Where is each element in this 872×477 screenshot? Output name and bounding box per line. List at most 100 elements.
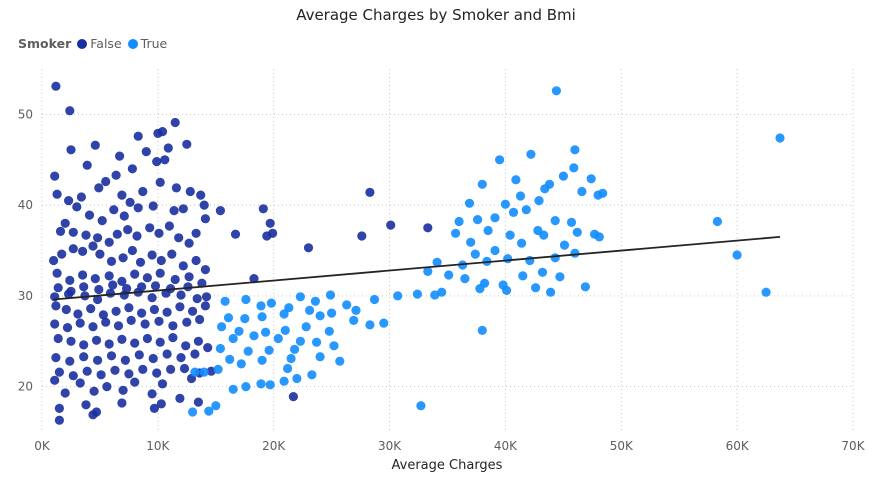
data-point-false[interactable]: [191, 228, 201, 238]
data-point-true[interactable]: [550, 253, 560, 263]
data-point-false[interactable]: [268, 228, 278, 238]
data-point-false[interactable]: [125, 197, 135, 207]
data-point-false[interactable]: [101, 317, 111, 327]
data-point-false[interactable]: [249, 274, 259, 284]
data-point-false[interactable]: [265, 218, 275, 228]
data-point-false[interactable]: [184, 238, 194, 248]
data-point-true[interactable]: [517, 238, 527, 248]
data-point-false[interactable]: [81, 400, 91, 410]
data-point-false[interactable]: [94, 284, 104, 295]
data-point-false[interactable]: [193, 336, 203, 346]
data-point-false[interactable]: [147, 250, 157, 260]
data-point-true[interactable]: [550, 216, 560, 226]
data-point-true[interactable]: [220, 296, 230, 306]
data-point-false[interactable]: [65, 356, 75, 366]
data-point-true[interactable]: [327, 308, 337, 318]
data-point-true[interactable]: [284, 303, 294, 313]
data-point-false[interactable]: [183, 282, 193, 292]
data-point-true[interactable]: [775, 133, 785, 143]
data-point-false[interactable]: [157, 379, 168, 389]
data-point-true[interactable]: [537, 267, 548, 277]
data-point-false[interactable]: [365, 187, 375, 197]
data-point-true[interactable]: [470, 249, 480, 259]
data-point-false[interactable]: [182, 317, 192, 327]
data-point-false[interactable]: [215, 206, 225, 216]
data-point-true[interactable]: [312, 337, 322, 347]
data-point-true[interactable]: [228, 333, 238, 344]
data-point-true[interactable]: [286, 353, 296, 364]
data-point-false[interactable]: [93, 294, 103, 305]
data-point-false[interactable]: [145, 223, 155, 233]
data-point-true[interactable]: [572, 227, 582, 237]
data-point-false[interactable]: [192, 294, 202, 304]
data-point-true[interactable]: [315, 311, 325, 321]
data-point-false[interactable]: [201, 292, 212, 302]
data-point-false[interactable]: [137, 282, 147, 292]
data-point-false[interactable]: [357, 231, 367, 241]
data-point-true[interactable]: [324, 326, 334, 336]
data-point-true[interactable]: [515, 191, 526, 201]
data-point-false[interactable]: [55, 226, 66, 236]
data-point-true[interactable]: [593, 190, 603, 200]
data-point-false[interactable]: [65, 275, 75, 285]
data-point-false[interactable]: [53, 333, 63, 344]
data-point-false[interactable]: [54, 367, 64, 377]
data-point-true[interactable]: [188, 407, 198, 417]
data-point-false[interactable]: [155, 177, 165, 187]
data-point-false[interactable]: [168, 321, 178, 331]
data-point-true[interactable]: [305, 305, 315, 315]
data-point-false[interactable]: [120, 355, 130, 365]
data-point-false[interactable]: [97, 216, 107, 226]
data-point-true[interactable]: [295, 292, 305, 302]
data-point-true[interactable]: [325, 290, 336, 300]
data-point-true[interactable]: [508, 207, 519, 217]
data-point-false[interactable]: [133, 203, 143, 213]
data-point-false[interactable]: [152, 157, 162, 167]
legend-item-false[interactable]: False: [77, 36, 122, 51]
data-point-false[interactable]: [119, 211, 129, 221]
data-point-true[interactable]: [518, 271, 528, 281]
data-point-true[interactable]: [454, 216, 464, 227]
data-point-false[interactable]: [206, 366, 216, 376]
data-point-false[interactable]: [152, 368, 162, 378]
data-point-true[interactable]: [464, 198, 475, 208]
data-point-false[interactable]: [94, 183, 104, 193]
data-point-true[interactable]: [477, 325, 487, 335]
data-point-true[interactable]: [546, 287, 556, 297]
data-point-false[interactable]: [64, 196, 74, 206]
data-point-true[interactable]: [211, 401, 221, 411]
data-point-false[interactable]: [104, 237, 114, 247]
data-point-false[interactable]: [49, 255, 59, 266]
data-point-false[interactable]: [147, 293, 157, 303]
data-point-false[interactable]: [66, 145, 76, 155]
data-point-false[interactable]: [90, 140, 100, 150]
data-point-false[interactable]: [117, 398, 127, 408]
data-point-false[interactable]: [197, 278, 207, 288]
data-point-false[interactable]: [288, 392, 298, 402]
data-point-false[interactable]: [68, 227, 78, 237]
data-point-false[interactable]: [170, 274, 180, 285]
data-point-true[interactable]: [266, 298, 276, 308]
data-point-false[interactable]: [130, 377, 140, 387]
data-point-false[interactable]: [203, 343, 213, 353]
data-point-true[interactable]: [279, 309, 289, 319]
data-point-false[interactable]: [93, 233, 103, 243]
data-point-false[interactable]: [182, 139, 192, 149]
data-point-false[interactable]: [156, 399, 166, 409]
data-point-true[interactable]: [290, 344, 300, 354]
data-point-true[interactable]: [342, 300, 352, 310]
data-point-true[interactable]: [215, 343, 225, 354]
data-point-false[interactable]: [105, 288, 115, 298]
data-point-true[interactable]: [569, 163, 579, 173]
data-point-true[interactable]: [534, 196, 544, 206]
data-point-false[interactable]: [178, 261, 188, 271]
data-point-true[interactable]: [586, 174, 596, 184]
data-point-false[interactable]: [181, 341, 191, 351]
data-point-false[interactable]: [104, 271, 114, 281]
data-point-false[interactable]: [126, 315, 136, 325]
data-point-true[interactable]: [473, 215, 483, 225]
data-point-false[interactable]: [78, 270, 88, 280]
data-point-false[interactable]: [112, 229, 122, 239]
data-point-true[interactable]: [257, 312, 267, 322]
data-point-false[interactable]: [98, 310, 108, 320]
